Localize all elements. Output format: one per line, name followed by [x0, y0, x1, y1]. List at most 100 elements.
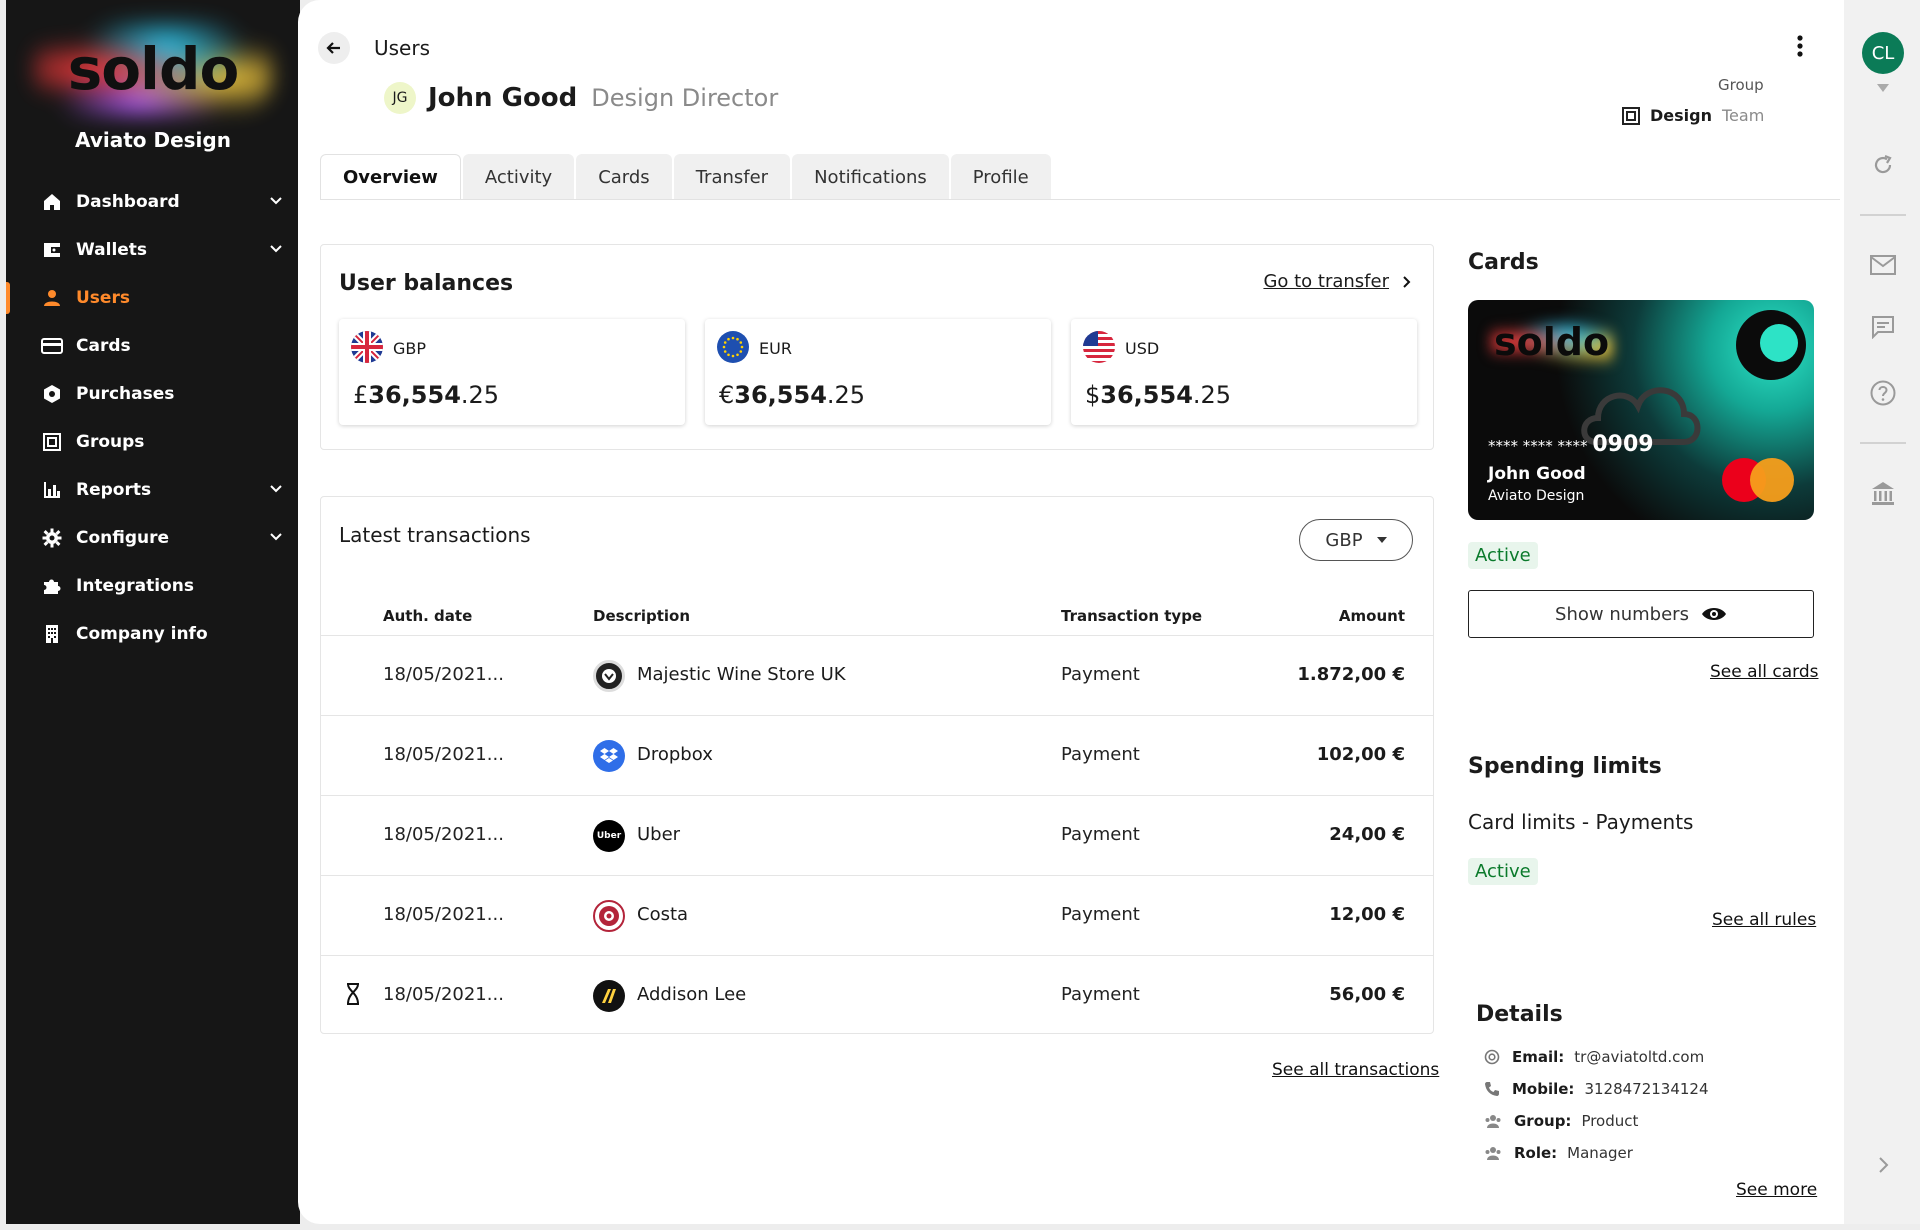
see-more-link[interactable]: See more: [1736, 1180, 1818, 1200]
cloud-icon: [1581, 387, 1701, 445]
chevron-down-icon[interactable]: [268, 480, 284, 496]
tx-description: Majestic Wine Store UK: [637, 664, 846, 685]
see-all-rules-link[interactable]: See all rules: [1712, 910, 1817, 930]
sidebar-item-label: Company info: [76, 624, 208, 644]
column-header-type[interactable]: Transaction type: [1061, 607, 1203, 625]
balance-card-gbp[interactable]: GBP £36,554.25: [339, 319, 685, 425]
account-avatar[interactable]: CL: [1862, 32, 1904, 74]
group-name[interactable]: Design: [1650, 106, 1712, 125]
tx-amount: 1.872,00 €: [1297, 664, 1405, 685]
tx-description: Addison Lee: [637, 984, 747, 1005]
people-icon: [1484, 1114, 1502, 1128]
tab-transfer[interactable]: Transfer: [673, 154, 791, 200]
detail-value[interactable]: tr@aviatoltd.com: [1574, 1048, 1705, 1066]
sidebar-item-label: Integrations: [76, 576, 194, 596]
tx-type: Payment: [1061, 664, 1140, 685]
sidebar-item-label: Cards: [76, 336, 131, 356]
balance-card-eur[interactable]: EUR €36,554.25: [705, 319, 1051, 425]
tx-description: Costa: [637, 904, 689, 925]
sidebar-item-cards[interactable]: Cards: [6, 322, 300, 370]
back-button[interactable]: [318, 32, 350, 64]
card-last4: 0909: [1592, 432, 1654, 457]
show-numbers-button[interactable]: Show numbers: [1468, 590, 1814, 638]
balance-decimals: .25: [460, 381, 500, 409]
sidebar-item-reports[interactable]: Reports: [6, 466, 300, 514]
tab-overview[interactable]: Overview: [320, 154, 461, 200]
tx-type: Payment: [1061, 984, 1140, 1005]
groups-icon: [40, 430, 64, 454]
latest-transactions-panel: Latest transactions GBP Auth. date Descr…: [320, 496, 1434, 1034]
logo: soldo: [6, 8, 300, 130]
mail-icon[interactable]: [1868, 250, 1898, 280]
help-icon[interactable]: [1868, 378, 1898, 408]
currency-code: GBP: [393, 339, 427, 358]
sidebar-item-dashboard[interactable]: Dashboard: [6, 178, 300, 226]
tx-amount: 24,00 €: [1329, 824, 1405, 845]
tx-type: Payment: [1061, 904, 1140, 925]
card-logo-text: soldo: [1494, 320, 1610, 364]
puzzle-icon: [40, 574, 64, 598]
tab-profile[interactable]: Profile: [950, 154, 1051, 200]
bank-icon[interactable]: [1868, 478, 1898, 508]
sidebar-item-company-info[interactable]: Company info: [6, 610, 300, 658]
us-flag-icon: [1083, 331, 1115, 363]
sidebar-item-label: Reports: [76, 480, 152, 500]
table-row[interactable]: 18/05/2021... Dropbox Payment 102,00 €: [321, 715, 1433, 795]
table-row[interactable]: 18/05/2021... Addison Lee Payment 56,00 …: [321, 955, 1433, 1035]
uk-flag-icon: [351, 331, 383, 363]
currency-code: EUR: [759, 339, 792, 358]
card-decoration: [1736, 310, 1806, 380]
reports-icon: [40, 478, 64, 502]
column-header-description[interactable]: Description: [593, 607, 691, 625]
sidebar-item-configure[interactable]: Configure: [6, 514, 300, 562]
purchases-icon: [40, 382, 64, 406]
see-all-transactions-link[interactable]: See all transactions: [1272, 1060, 1440, 1080]
table-row[interactable]: 18/05/2021... Majestic Wine Store UK Pay…: [321, 635, 1433, 715]
currency-select[interactable]: GBP: [1299, 519, 1413, 561]
tab-activity[interactable]: Activity: [462, 154, 575, 200]
sidebar-item-groups[interactable]: Groups: [6, 418, 300, 466]
detail-value: Manager: [1567, 1144, 1633, 1162]
currency-symbol: €: [719, 381, 735, 409]
sidebar-item-integrations[interactable]: Integrations: [6, 562, 300, 610]
user-balances-panel: User balances Go to transfer GBP £36,554…: [320, 244, 1434, 450]
refresh-icon[interactable]: [1868, 150, 1898, 180]
balance-decimals: .25: [1192, 381, 1232, 409]
chat-icon[interactable]: [1868, 312, 1898, 342]
tab-cards[interactable]: Cards: [576, 154, 672, 200]
detail-key: Group:: [1514, 1112, 1572, 1130]
chevron-down-icon[interactable]: [268, 528, 284, 544]
caret-down-icon[interactable]: [1877, 84, 1889, 92]
tx-date: 18/05/2021...: [383, 744, 504, 765]
sidebar-item-label: Dashboard: [76, 192, 180, 212]
more-options-button[interactable]: [1796, 34, 1804, 58]
company-name: Aviato Design: [75, 128, 231, 152]
column-header-amount[interactable]: Amount: [1338, 607, 1405, 625]
balance-card-usd[interactable]: USD $36,554.25: [1071, 319, 1417, 425]
home-icon: [40, 190, 64, 214]
sidebar-item-users[interactable]: Users: [6, 274, 300, 322]
payment-card[interactable]: soldo **** **** **** 0909 John Good Avia…: [1468, 300, 1814, 520]
avatar: JG: [384, 82, 416, 114]
see-all-cards-link[interactable]: See all cards: [1710, 662, 1819, 682]
breadcrumb[interactable]: Users: [374, 36, 431, 60]
column-header-date[interactable]: Auth. date: [383, 607, 473, 625]
sidebar-item-wallets[interactable]: Wallets: [6, 226, 300, 274]
table-row[interactable]: 18/05/2021... Costa Payment 12,00 €: [321, 875, 1433, 955]
logo-text: soldo: [67, 35, 240, 103]
sidebar-item-purchases[interactable]: Purchases: [6, 370, 300, 418]
chevron-down-icon[interactable]: [268, 240, 284, 256]
chevron-down-icon[interactable]: [268, 192, 284, 208]
detail-key: Role:: [1514, 1144, 1558, 1162]
user-header: JG John Good Design Director: [384, 82, 778, 114]
dropbox-icon: [593, 740, 625, 772]
main-nav: Dashboard Wallets Users Cards Purchases …: [6, 178, 300, 658]
tab-notifications[interactable]: Notifications: [792, 154, 949, 200]
go-to-transfer-link[interactable]: Go to transfer: [1263, 271, 1413, 292]
tab-bar: Overview Activity Cards Transfer Notific…: [320, 154, 1053, 200]
card-masked-digits: **** **** ****: [1488, 437, 1588, 455]
chevron-right-icon[interactable]: [1868, 1150, 1898, 1180]
table-row[interactable]: 18/05/2021... Uber Uber Payment 24,00 €: [321, 795, 1433, 875]
detail-value[interactable]: 3128472134124: [1584, 1080, 1709, 1098]
sidebar-item-label: Wallets: [76, 240, 148, 260]
